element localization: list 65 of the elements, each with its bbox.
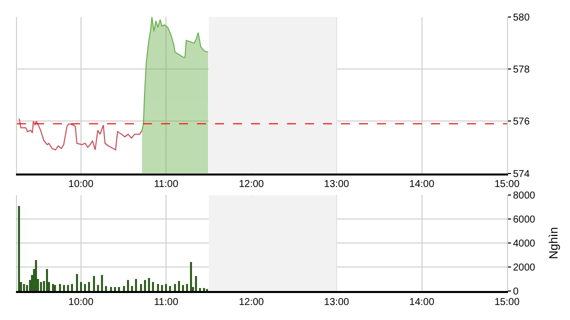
bar bbox=[35, 260, 37, 291]
x-tick-label: 12:00 bbox=[238, 179, 264, 190]
x-tick-label: 11:00 bbox=[154, 179, 179, 190]
y-axis-title: Nghìn bbox=[546, 227, 561, 260]
bar bbox=[84, 284, 86, 291]
x-tick-label: 11:00 bbox=[154, 296, 179, 308]
bar bbox=[40, 282, 42, 291]
y-tick-label: 0 bbox=[513, 286, 519, 298]
x-tick-label: 12:00 bbox=[238, 296, 264, 308]
bar bbox=[199, 288, 201, 291]
bar bbox=[63, 285, 65, 291]
x-tick-label: 13:00 bbox=[324, 296, 350, 308]
line-series bbox=[18, 118, 143, 150]
x-tick-label: 15:00 bbox=[494, 296, 520, 308]
x-tick-label: 14:00 bbox=[409, 296, 435, 308]
bar bbox=[135, 279, 137, 291]
x-tick-label: 13:00 bbox=[324, 179, 350, 190]
bar bbox=[23, 284, 25, 291]
bar bbox=[152, 282, 154, 291]
bar bbox=[144, 280, 146, 291]
bar bbox=[174, 284, 176, 291]
bar bbox=[157, 284, 159, 291]
x-tick-label: 10:00 bbox=[68, 179, 94, 190]
y-tick-label: 4000 bbox=[513, 238, 536, 250]
bar bbox=[190, 262, 192, 291]
bar bbox=[54, 285, 56, 291]
bar bbox=[114, 287, 116, 291]
bar bbox=[140, 284, 142, 291]
y-tick-label: 574 bbox=[513, 168, 530, 180]
bar bbox=[97, 285, 99, 291]
bar bbox=[203, 288, 205, 291]
bar bbox=[118, 287, 120, 291]
bar bbox=[67, 285, 69, 291]
bar bbox=[80, 282, 82, 291]
bar bbox=[123, 286, 125, 291]
y-tick-label: 578 bbox=[513, 64, 530, 76]
bar bbox=[161, 285, 163, 291]
bar bbox=[110, 287, 112, 291]
bar bbox=[105, 286, 107, 291]
bar bbox=[18, 206, 20, 291]
y-tick-label: 6000 bbox=[513, 214, 536, 226]
x-tick-label: 10:00 bbox=[68, 296, 94, 308]
bar bbox=[52, 284, 54, 291]
bar bbox=[127, 280, 129, 291]
bar bbox=[131, 286, 133, 291]
bar bbox=[71, 284, 73, 291]
bar bbox=[195, 276, 197, 291]
bar bbox=[59, 284, 61, 291]
bar bbox=[88, 282, 90, 291]
bar bbox=[182, 285, 184, 291]
bar bbox=[169, 286, 171, 291]
y-tick-label: 2000 bbox=[513, 262, 536, 274]
bar bbox=[101, 275, 103, 291]
y-tick-label: 576 bbox=[513, 116, 530, 128]
y-tick-label: 580 bbox=[513, 12, 530, 24]
bar bbox=[46, 269, 48, 291]
x-tick-label: 14:00 bbox=[409, 179, 435, 190]
y-tick-label: 8000 bbox=[513, 190, 536, 202]
bar bbox=[148, 278, 150, 291]
bar bbox=[178, 281, 180, 291]
bar bbox=[186, 284, 188, 291]
x-tick-label: 15:00 bbox=[494, 179, 520, 190]
bar bbox=[76, 274, 78, 291]
bar bbox=[93, 276, 95, 291]
bar bbox=[165, 284, 167, 291]
